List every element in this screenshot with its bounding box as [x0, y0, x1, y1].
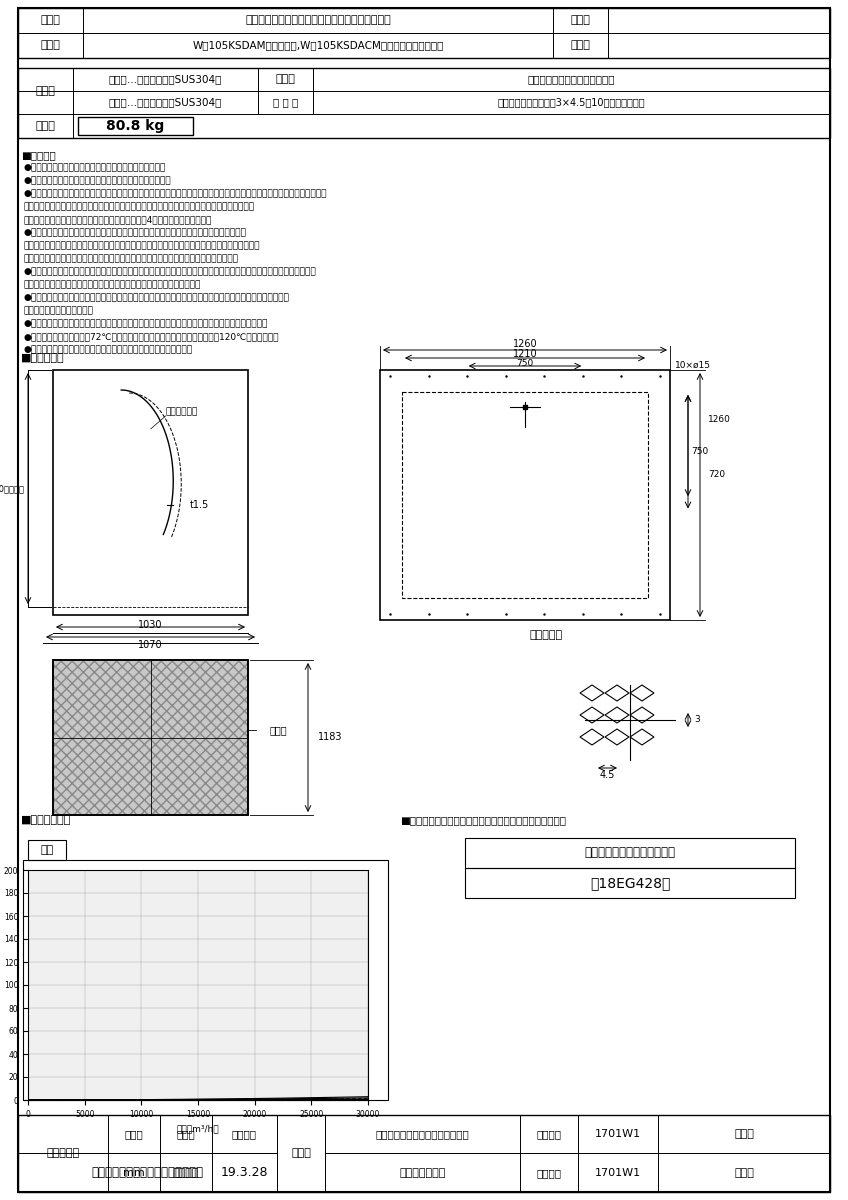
Text: 尺　度: 尺 度	[176, 1129, 195, 1139]
Text: 網 仕 様: 網 仕 様	[273, 97, 298, 108]
Bar	[53, 660, 248, 815]
Text: mm: mm	[123, 1168, 145, 1177]
Bar	[465, 838, 795, 868]
Bar	[23, 860, 388, 1100]
Text: 品　名: 品 名	[41, 16, 60, 25]
Text: 80.8 kg: 80.8 kg	[106, 119, 165, 133]
Text: ●塵埃の多い場所（ひさしの下など）、海岸地区、または塩食などの腐食物質の雰囲気中でご使用の場合は、発錆する恐: ●塵埃の多い場所（ひさしの下など）、海岸地区、または塩食などの腐食物質の雰囲気中…	[23, 266, 315, 276]
Text: ■（一財）建材試験センター防火性能等の該当性証明番号: ■（一財）建材試験センター防火性能等の該当性証明番号	[400, 815, 566, 826]
Text: 仕様書: 仕様書	[734, 1129, 754, 1139]
Text: 整理番号: 整理番号	[537, 1129, 561, 1139]
Text: ●一般用の温度ヒューズは72℃タイプ、厨房等高温場所用の温度ヒューズは120℃タイプです。: ●一般用の温度ヒューズは72℃タイプ、厨房等高温場所用の温度ヒューズは120℃タ…	[23, 332, 278, 341]
Text: 整理番号: 整理番号	[537, 1168, 561, 1177]
Text: 色　調: 色 調	[276, 74, 295, 84]
Bar	[78, 116, 193, 134]
Text: 1030: 1030	[138, 620, 163, 630]
Text: ●取付場所によっては故障の原因になります。次のような場所には取付けないでください。: ●取付場所によっては故障の原因になります。次のような場所には取付けないでください…	[23, 228, 246, 236]
Text: 台　数: 台 数	[571, 16, 590, 25]
Text: 本　体…ステンレス（SUS304）: 本 体…ステンレス（SUS304）	[109, 74, 222, 84]
Text: 防虫網…ステンレス（SUS304）: 防虫網…ステンレス（SUS304）	[109, 97, 222, 108]
Text: ・強酸・強アルカリ性・海岸近くで塩風にさらされている場所　　　　・天井囲・床囲: ・強酸・強アルカリ性・海岸近くで塩風にさらされている場所 ・天井囲・床囲	[23, 254, 238, 263]
Text: 1701W1: 1701W1	[595, 1129, 641, 1139]
Text: 三菱有圧換気扇用排気防火タイプウェザーカバー: 三菱有圧換気扇用排気防火タイプウェザーカバー	[245, 16, 391, 25]
Text: 三菱有圧換気扇用排気防火タイプ: 三菱有圧換気扇用排気防火タイプ	[376, 1129, 470, 1139]
Text: 非比例尺: 非比例尺	[173, 1168, 199, 1177]
Text: W－105KSDAM（一般用）,W－105KSDACM（厨房等高温場所用）: W－105KSDAM（一般用）,W－105KSDACM（厨房等高温場所用）	[192, 41, 444, 50]
Text: 点検・清掃してください。: 点検・清掃してください。	[23, 306, 93, 314]
Text: 記　号: 記 号	[571, 41, 590, 50]
Text: 仕様書: 仕様書	[734, 1168, 754, 1177]
Bar	[28, 840, 66, 860]
Text: ■圧力損失曲線: ■圧力損失曲線	[21, 815, 71, 826]
Text: 三菱電機システムサービス株式会社: 三菱電機システムサービス株式会社	[92, 1166, 204, 1180]
Text: 1210: 1210	[513, 349, 538, 359]
Text: t1.5: t1.5	[190, 499, 209, 510]
Text: 網部分詳細: 網部分詳細	[530, 630, 563, 640]
Text: ●下記の部分は、わずかな隙間でも雨水浸入の恐れがありますのでコーキングまたはシーリングを確実に実施してください。: ●下記の部分は、わずかな隙間でも雨水浸入の恐れがありますのでコーキングまたはシー…	[23, 188, 326, 198]
Text: ウェザーカバー: ウェザーカバー	[399, 1168, 446, 1177]
Text: ●適用サイズを超える有圧換気扇と組合せて使用しないでください。: ●適用サイズを超える有圧換気扇と組合せて使用しないでください。	[23, 346, 192, 354]
Text: エキスパンドメタル　3×4.5（10メッシュ相当）: エキスパンドメタル 3×4.5（10メッシュ相当）	[498, 97, 645, 108]
Text: ステンレス地金色（ツヤ消し）: ステンレス地金色（ツヤ消し）	[527, 74, 616, 84]
Text: 19.3.28: 19.3.28	[220, 1166, 268, 1180]
Text: ・腐食性ガスが発生する場所　　　　　　　　　　　　　・常時振動したり、振動しやすい場所: ・腐食性ガスが発生する場所 ・常時振動したり、振動しやすい場所	[23, 241, 259, 250]
Text: 単　位: 単 位	[125, 1129, 143, 1139]
Text: 1260: 1260	[513, 338, 538, 349]
Text: ●網、温度ヒューズのメンテナンスは屋外側からできます。: ●網、温度ヒューズのメンテナンスは屋外側からできます。	[23, 176, 170, 185]
Bar	[380, 370, 670, 620]
Text: 形　名: 形 名	[41, 41, 60, 50]
Text: 750: 750	[516, 360, 533, 368]
Text: 1701W1: 1701W1	[595, 1168, 641, 1177]
Text: ●取付け施工は、作業前に取扱説明書をご一読ください。: ●取付け施工は、作業前に取扱説明書をご一読ください。	[23, 163, 165, 172]
Text: 3: 3	[694, 715, 700, 725]
Bar	[53, 660, 248, 815]
Text: 防虫網: 防虫網	[269, 725, 287, 734]
Bar	[18, 8, 830, 58]
Text: 720: 720	[708, 470, 725, 479]
Text: 温度ヒューズ: 温度ヒューズ	[165, 407, 198, 416]
Text: ・フランジ部外周と壁面の隙間（下部側を含めて4辺必ず行ってください）: ・フランジ部外周と壁面の隙間（下部側を含めて4辺必ず行ってください）	[23, 215, 211, 224]
Text: 1070: 1070	[138, 640, 163, 650]
Text: 4.5: 4.5	[600, 770, 615, 780]
X-axis label: 風量（m³/h）: 風量（m³/h）	[176, 1124, 220, 1133]
Text: 質　量: 質 量	[36, 121, 55, 131]
Bar	[18, 68, 830, 138]
Text: 防火性能等の該当性証明番号: 防火性能等の該当性証明番号	[584, 846, 676, 859]
Text: 作成日付: 作成日付	[232, 1129, 257, 1139]
Text: 1260: 1260	[708, 415, 731, 425]
Bar	[465, 868, 795, 898]
Bar	[54, 661, 247, 814]
Bar	[402, 392, 648, 598]
Bar	[18, 1115, 830, 1192]
Text: ●網、温度ヒューズのメンテナンスができる場所に取付け、網は塵埃等で目づまりを起こさないよう定期的に: ●網、温度ヒューズのメンテナンスができる場所に取付け、網は塵埃等で目づまりを起こ…	[23, 293, 289, 302]
Text: 排気: 排気	[41, 845, 53, 854]
Text: ■注意事項: ■注意事項	[21, 150, 56, 160]
Text: 1183: 1183	[318, 732, 343, 743]
Text: れがありますので、定期的な洗浄または、耐食質塗装品をお勧めします。: れがありますので、定期的な洗浄または、耐食質塗装品をお勧めします。	[23, 280, 200, 289]
Text: 材　質: 材 質	[36, 86, 55, 96]
Text: □1180（内寸）: □1180（内寸）	[0, 484, 25, 493]
Text: ■外形寸法図: ■外形寸法図	[21, 353, 64, 362]
Text: 第18EG428号: 第18EG428号	[590, 876, 670, 890]
Text: ●シャッターとの直接の共締めはできません。（シャッターの羽根をフードに入れないでください）: ●シャッターとの直接の共締めはできません。（シャッターの羽根をフードに入れないで…	[23, 319, 267, 328]
Bar	[53, 370, 248, 614]
Text: ・ウェザーカバーと壁面との組合部分　　　　　　　　　・取付け後のボルト（ナット）周囲: ・ウェザーカバーと壁面との組合部分 ・取付け後のボルト（ナット）周囲	[23, 202, 254, 211]
Text: 品　名: 品 名	[291, 1148, 311, 1158]
Text: 10×ø15: 10×ø15	[675, 360, 711, 370]
Text: 750: 750	[691, 448, 708, 456]
Text: 第３角図法: 第３角図法	[47, 1148, 80, 1158]
